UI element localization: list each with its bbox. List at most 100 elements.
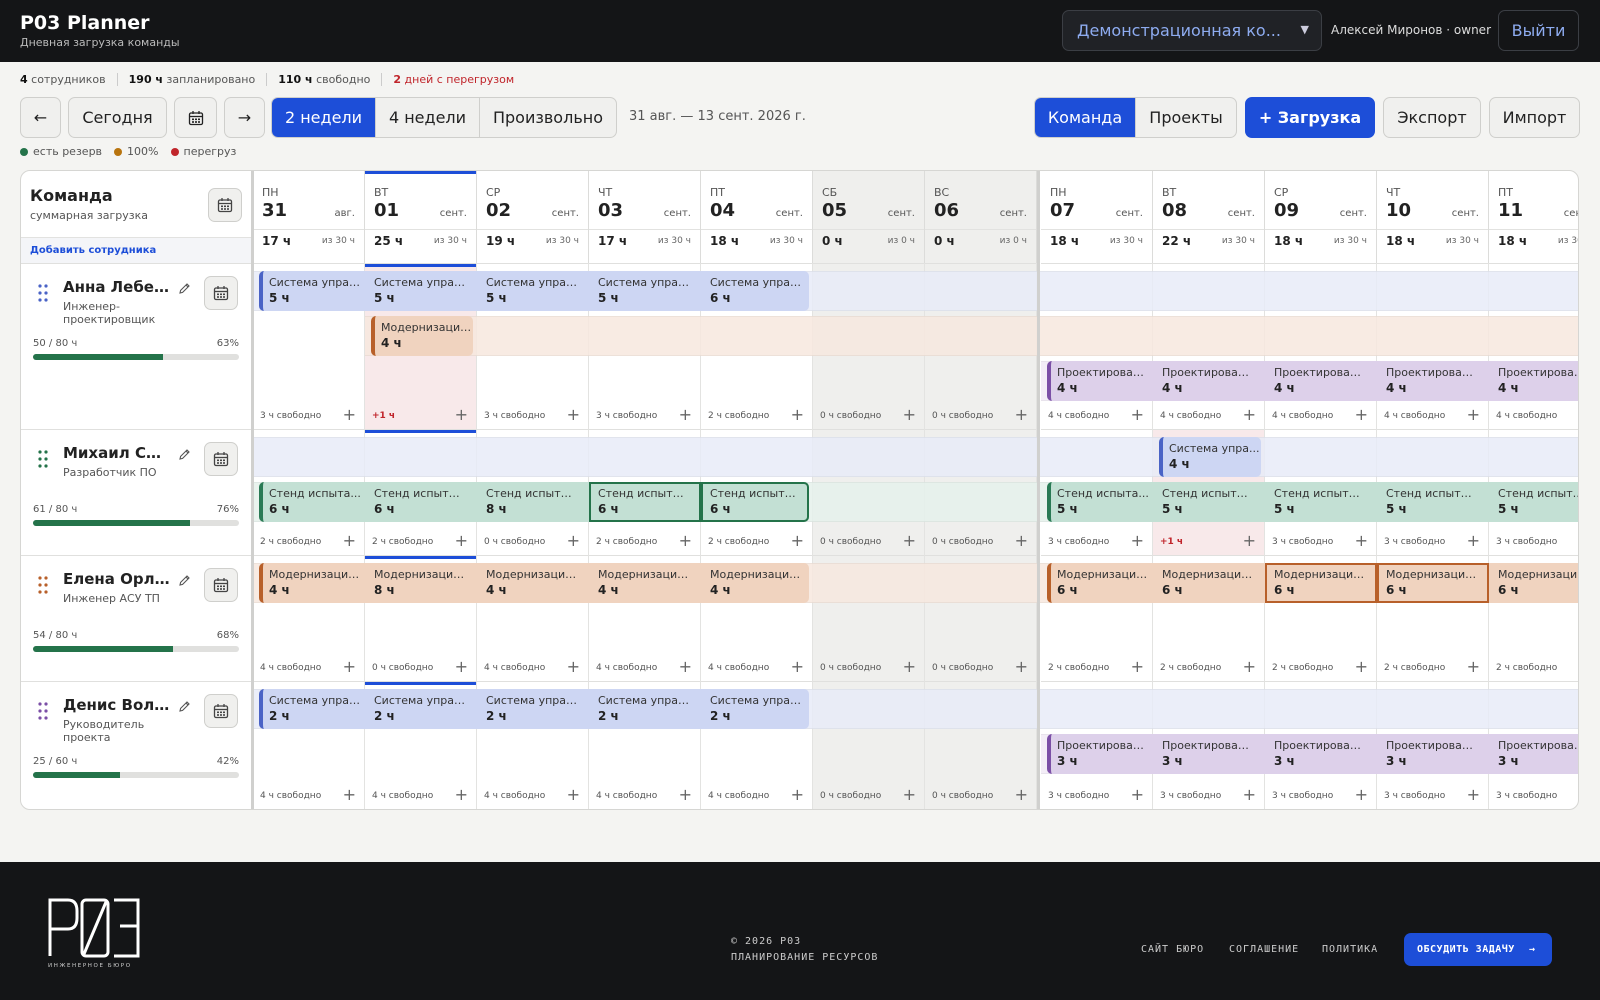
add-load-plus-icon[interactable]: + [1130, 405, 1144, 424]
footer-link-policy[interactable]: ПОЛИТИКА [1322, 944, 1379, 955]
team-calendar-button[interactable] [208, 188, 242, 222]
task-block[interactable]: Проектировани... 4 ч [1153, 361, 1265, 401]
task-block[interactable]: Модернизация... 4 ч [259, 563, 365, 603]
task-block[interactable]: Модернизация... 4 ч [701, 563, 809, 603]
task-block[interactable]: Проектирован... 4 ч [1047, 361, 1153, 401]
employee-name[interactable]: Елена Орл... [63, 570, 171, 588]
employee-calendar-button[interactable] [204, 568, 238, 602]
day-cell[interactable]: 2 ч свободно+ [1153, 555, 1265, 681]
task-block[interactable]: Стенд испытан... 8 ч [477, 482, 589, 522]
task-block[interactable]: Стенд испытан... 6 ч [701, 482, 809, 522]
day-header[interactable]: ВС 06 сент. 0 ч из 0 ч [925, 171, 1037, 263]
add-load-plus-icon[interactable]: + [1130, 531, 1144, 550]
add-load-plus-icon[interactable]: + [678, 531, 692, 550]
task-block[interactable]: Стенд испытан... 6 ч [589, 482, 701, 522]
edit-pencil-icon[interactable] [178, 698, 192, 712]
day-cell[interactable]: 4 ч свободно+ [1489, 263, 1578, 429]
brand-logo[interactable]: ИНЖЕНЕРНОЕ БЮРО [48, 896, 144, 972]
add-load-plus-icon[interactable]: + [1014, 531, 1028, 550]
next-period-button[interactable]: → [224, 97, 265, 138]
day-header[interactable]: ПН 07 сент. 18 ч из 30 ч [1041, 171, 1153, 263]
footer-link-site[interactable]: САЙТ БЮРО [1141, 944, 1205, 955]
task-block[interactable]: Модернизация... 6 ч [1153, 563, 1265, 603]
task-block[interactable]: Система управ... 2 ч [259, 689, 365, 729]
add-load-plus-icon[interactable]: + [1130, 785, 1144, 804]
day-cell[interactable]: 2 ч свободно+ [1489, 555, 1578, 681]
add-load-plus-icon[interactable]: + [678, 657, 692, 676]
employee-name[interactable]: Михаил Со... [63, 444, 171, 462]
add-load-plus-icon[interactable]: + [566, 531, 580, 550]
employee-name[interactable]: Денис Вол... [63, 696, 171, 714]
task-block[interactable]: Система управл... 5 ч [259, 271, 365, 311]
add-load-plus-icon[interactable]: + [790, 531, 804, 550]
add-load-plus-icon[interactable]: + [566, 785, 580, 804]
add-load-plus-icon[interactable]: + [678, 405, 692, 424]
task-block[interactable]: Стенд испыта... 6 ч [259, 482, 365, 522]
day-cell[interactable]: 2 ч свободно+ [1041, 555, 1153, 681]
add-load-plus-icon[interactable]: + [1354, 405, 1368, 424]
add-load-plus-icon[interactable]: + [342, 405, 356, 424]
add-employee-link[interactable]: Добавить сотрудника [21, 237, 252, 263]
task-block[interactable]: Система управле... 5 ч [477, 271, 589, 311]
task-block[interactable]: Проектирован... 4 ч [1489, 361, 1578, 401]
add-load-plus-icon[interactable]: + [1242, 531, 1256, 550]
employee-calendar-button[interactable] [204, 694, 238, 728]
discuss-task-button[interactable]: ОБСУДИТЬ ЗАДАЧУ → [1404, 933, 1552, 966]
drag-handle-icon[interactable] [38, 450, 48, 470]
day-cell[interactable]: 2 ч свободно+ [1265, 555, 1377, 681]
day-header[interactable]: СР 02 сент. 19 ч из 30 ч [477, 171, 589, 263]
add-load-plus-icon[interactable]: + [1466, 531, 1480, 550]
employee-calendar-button[interactable] [204, 442, 238, 476]
task-block[interactable]: Система управле... 2 ч [365, 689, 477, 729]
day-cell[interactable]: 4 ч свободно+ [701, 555, 813, 681]
range-custom[interactable]: Произвольно [492, 108, 603, 127]
add-load-plus-icon[interactable]: + [566, 405, 580, 424]
add-load-plus-icon[interactable]: + [790, 657, 804, 676]
task-block[interactable]: Проектировани... 4 ч [1377, 361, 1489, 401]
add-load-plus-icon[interactable]: + [1354, 657, 1368, 676]
day-cell[interactable]: 4 ч свободно+ [365, 681, 477, 809]
add-load-plus-icon[interactable]: + [1014, 405, 1028, 424]
add-load-plus-icon[interactable]: + [902, 657, 916, 676]
range-2-weeks[interactable]: 2 недели [272, 98, 376, 137]
add-load-plus-icon[interactable]: + [1466, 657, 1480, 676]
task-block[interactable]: Стенд испытаний 6 ч [365, 482, 477, 522]
day-header[interactable]: ПТ 04 сент. 18 ч из 30 ч [701, 171, 813, 263]
task-block[interactable]: Стенд испытаний 5 ч [1265, 482, 1377, 522]
task-block[interactable]: Модернизация ... 6 ч [1265, 563, 1377, 603]
add-load-plus-icon[interactable]: + [902, 405, 916, 424]
add-load-plus-icon[interactable]: + [454, 531, 468, 550]
drag-handle-icon[interactable] [38, 702, 48, 722]
day-cell[interactable]: 4 ч свободно+ [589, 681, 701, 809]
task-block[interactable]: Система управле... 5 ч [589, 271, 701, 311]
range-4-weeks[interactable]: 4 недели [376, 98, 480, 137]
day-cell[interactable]: 4 ч свободно+ [253, 681, 365, 809]
day-cell[interactable]: 4 ч свободно+ [589, 555, 701, 681]
day-header[interactable]: СБ 05 сент. 0 ч из 0 ч [813, 171, 925, 263]
add-load-plus-icon[interactable]: + [1242, 785, 1256, 804]
add-load-plus-icon[interactable]: + [566, 657, 580, 676]
add-load-plus-icon[interactable]: + [1354, 785, 1368, 804]
add-load-plus-icon[interactable]: + [790, 405, 804, 424]
task-block[interactable]: Система управле... 5 ч [365, 271, 477, 311]
add-load-plus-icon[interactable]: + [1242, 405, 1256, 424]
day-cell[interactable]: 4 ч свободно+ [477, 681, 589, 809]
day-header[interactable]: ЧТ 03 сент. 17 ч из 30 ч [589, 171, 701, 263]
add-load-plus-icon[interactable]: + [1130, 657, 1144, 676]
task-block[interactable]: Проектировани... 4 ч [1265, 361, 1377, 401]
drag-handle-icon[interactable] [38, 576, 48, 596]
task-block[interactable]: Модернизация... 6 ч [1047, 563, 1153, 603]
add-load-plus-icon[interactable]: + [454, 657, 468, 676]
add-load-plus-icon[interactable]: + [790, 785, 804, 804]
day-cell[interactable]: 3 ч свободно+ [253, 263, 365, 429]
task-block[interactable]: Стенд испытаний 5 ч [1153, 482, 1265, 522]
add-load-plus-icon[interactable]: + [1014, 785, 1028, 804]
employee-name[interactable]: Анна Лебе... [63, 278, 171, 296]
task-block[interactable]: Проектирован... 3 ч [1047, 734, 1153, 774]
day-cell[interactable]: 0 ч свободно + [365, 555, 477, 681]
day-cell[interactable]: 3 ч свободно+ [1489, 429, 1578, 555]
task-block[interactable]: Модернизаци... 6 ч [1489, 563, 1578, 603]
add-load-plus-icon[interactable]: + [454, 405, 468, 424]
task-block[interactable]: Проектирован... 3 ч [1489, 734, 1578, 774]
add-load-plus-icon[interactable]: + [1242, 657, 1256, 676]
